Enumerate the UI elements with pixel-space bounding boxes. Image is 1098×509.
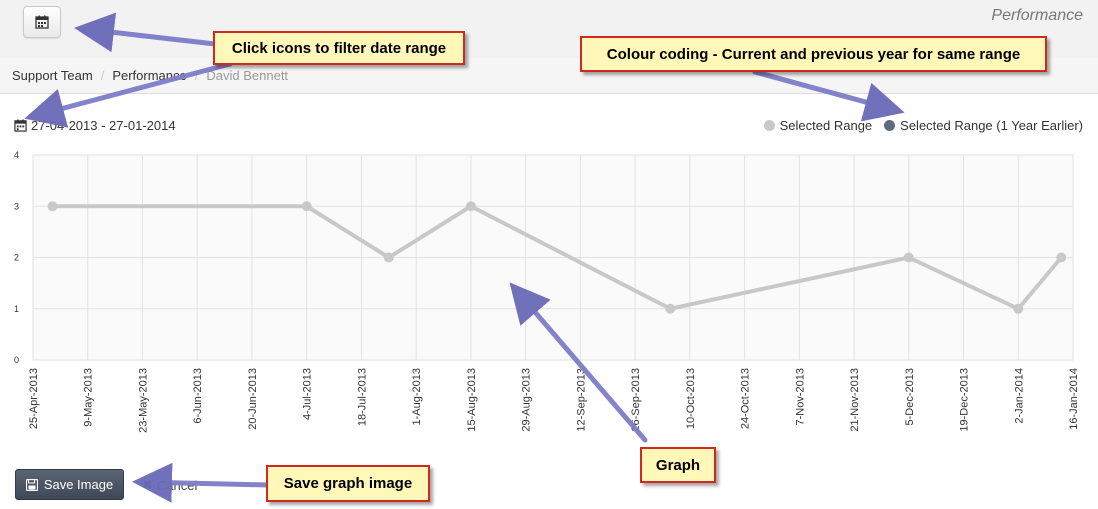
- data-point: [465, 201, 476, 212]
- series-line: [52, 204, 1063, 311]
- save-image-button[interactable]: Save Image: [15, 469, 124, 500]
- x-tick-label: 4-Jul-2013: [302, 368, 314, 420]
- data-point: [903, 252, 914, 263]
- x-tick-label: 18-Jul-2013: [356, 368, 368, 426]
- date-filter-button[interactable]: [23, 6, 61, 38]
- legend-label: Selected Range: [779, 118, 873, 133]
- x-tick-label: 15-Aug-2013: [466, 368, 478, 432]
- data-point: [1056, 252, 1067, 263]
- legend-item-selected-range[interactable]: Selected Range: [763, 118, 873, 133]
- callout-save-graph: Save graph image: [266, 465, 430, 502]
- x-tick-label: 20-Jun-2013: [247, 368, 259, 430]
- date-range-display[interactable]: 27-04-2013 - 27-01-2014: [14, 118, 176, 133]
- x-tick-label: 24-Oct-2013: [740, 368, 752, 429]
- performance-chart: 0 1 2 3 4 25-Apr-2013 9-May-2013 23-May-2013 6-J…: [14, 150, 1080, 433]
- callout-graph: Graph: [640, 447, 716, 483]
- x-tick-label: 1-Aug-2013: [411, 368, 423, 426]
- breadcrumb-current: David Bennett: [206, 68, 289, 83]
- x-tick-label: 23-May-2013: [137, 368, 149, 433]
- x-tick-label: 25-Apr-2013: [28, 368, 40, 429]
- date-range-text: 27-04-2013 - 27-01-2014: [31, 118, 176, 133]
- breadcrumb-performance[interactable]: Performance: [112, 68, 187, 83]
- calendar-icon: [35, 15, 49, 29]
- x-tick-label: 2-Jan-2014: [1013, 368, 1025, 424]
- chart-legend: Selected Range Selected Range (1 Year Ea…: [752, 118, 1083, 133]
- y-tick-label: 4: [14, 150, 19, 160]
- legend-dot: [884, 120, 896, 131]
- y-tick-label: 0: [14, 355, 19, 365]
- x-tick-label: 29-Aug-2013: [521, 368, 533, 432]
- data-point: [301, 201, 312, 212]
- data-point: [665, 303, 676, 314]
- callout-colour-coding: Colour coding - Current and previous yea…: [580, 36, 1047, 72]
- x-tick-label: 10-Oct-2013: [685, 368, 697, 429]
- data-point: [383, 252, 394, 263]
- x-tick-label: 6-Jun-2013: [192, 368, 204, 424]
- data-point: [1013, 303, 1024, 314]
- x-tick-label: 16-Jan-2014: [1068, 368, 1080, 430]
- legend-item-previous-year[interactable]: Selected Range (1 Year Earlier): [884, 118, 1083, 133]
- x-tick-label: 21-Nov-2013: [849, 368, 861, 432]
- legend-dot: [763, 120, 775, 131]
- y-tick-label: 3: [14, 201, 19, 211]
- x-tick-label: 5-Dec-2013: [904, 368, 916, 425]
- page-title: Performance: [991, 7, 1083, 24]
- floppy-disk-icon: [25, 478, 38, 491]
- x-tick-label: 7-Nov-2013: [794, 368, 806, 425]
- x-tick-label: 9-May-2013: [83, 368, 95, 427]
- cancel-label: Cancel: [156, 477, 198, 493]
- breadcrumb-support-team[interactable]: Support Team: [12, 68, 93, 83]
- calendar-icon: [14, 119, 27, 132]
- breadcrumb-separator: /: [194, 68, 199, 83]
- legend-label: Selected Range (1 Year Earlier): [900, 118, 1083, 133]
- y-tick-label: 2: [14, 253, 19, 263]
- callout-filter-date: Click icons to filter date range: [213, 31, 465, 65]
- y-tick-label: 1: [14, 304, 19, 314]
- save-image-label: Save Image: [43, 477, 114, 492]
- x-tick-label: 19-Dec-2013: [959, 368, 971, 432]
- x-tick-label: 26-Sep-2013: [630, 368, 642, 432]
- close-icon: ✖: [142, 477, 153, 492]
- cancel-button[interactable]: ✖ Cancel: [142, 477, 197, 493]
- data-point: [47, 201, 58, 212]
- breadcrumb-separator: /: [100, 68, 105, 83]
- x-tick-label: 12-Sep-2013: [575, 368, 587, 432]
